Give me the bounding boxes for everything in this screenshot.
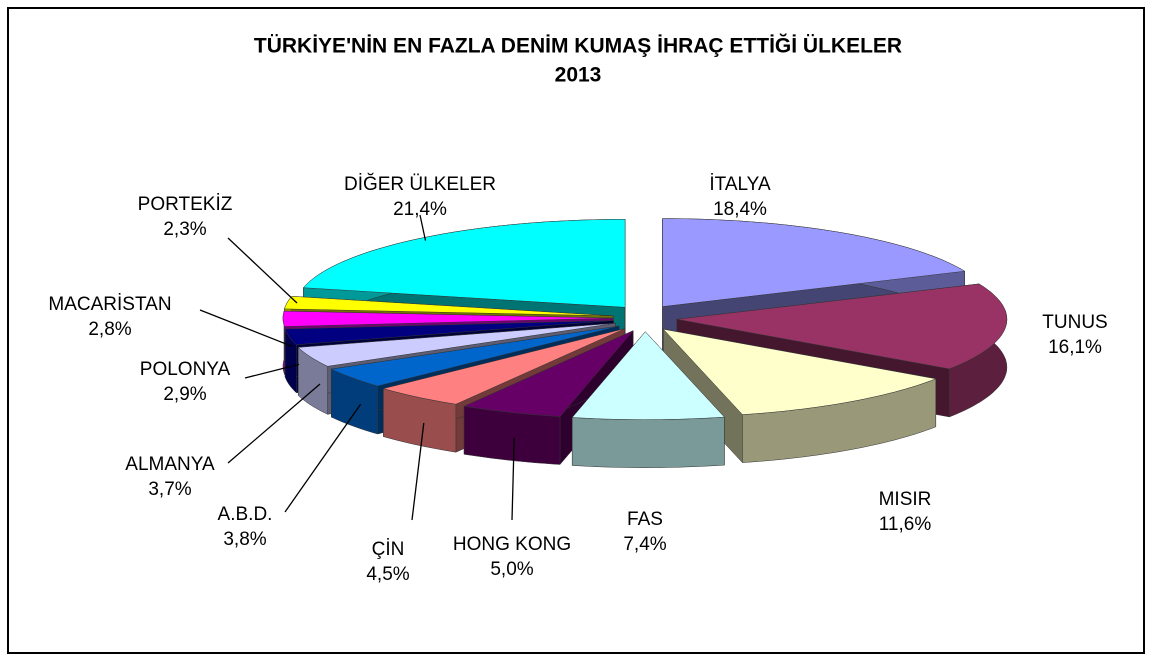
- slice-label: İTALYA: [709, 174, 771, 195]
- slice-top: [297, 322, 616, 367]
- slice-top: [302, 219, 626, 308]
- slice-value-label: 11,6%: [879, 514, 932, 535]
- pie-slice: [571, 331, 725, 468]
- slice-value-label: 4,5%: [366, 564, 409, 585]
- slice-label: MACARİSTAN: [48, 294, 171, 315]
- leader-line: [227, 383, 321, 464]
- slice-top: [282, 310, 614, 327]
- slice-label: DİĞER ÜLKELER: [344, 173, 496, 195]
- slice-value-label: 21,4%: [393, 199, 447, 220]
- slice-label: PORTEKİZ: [138, 194, 233, 215]
- leader-line: [419, 214, 427, 241]
- slice-rim: [571, 416, 725, 468]
- chart-title: TÜRKİYE'NİN EN FAZLA DENİM KUMAŞ İHRAÇ E…: [254, 34, 902, 58]
- slice-top: [284, 320, 614, 345]
- slice-label: FAS: [627, 509, 663, 530]
- slice-label: ALMANYA: [125, 454, 215, 475]
- slice-label: ÇİN: [372, 539, 405, 560]
- slice-value-label: 16,1%: [1048, 337, 1102, 358]
- slice-top: [662, 218, 966, 307]
- slice-top: [330, 325, 620, 387]
- slice-value-label: 7,4%: [623, 534, 666, 555]
- slice-value-label: 3,7%: [148, 479, 191, 500]
- slice-label: MISIR: [879, 489, 932, 510]
- slice-value-label: 2,8%: [88, 319, 131, 340]
- leader-line: [411, 422, 425, 521]
- slice-value-label: 3,8%: [223, 529, 266, 550]
- slice-top: [382, 328, 626, 405]
- slice-top: [662, 328, 937, 415]
- chart-subtitle: 2013: [555, 64, 602, 87]
- leader-line: [199, 309, 294, 348]
- slice-label: POLONYA: [140, 359, 231, 380]
- slice-top: [571, 331, 725, 420]
- slice-label: HONG KONG: [453, 534, 571, 555]
- slice-top: [676, 283, 1008, 370]
- slice-value-label: 2,9%: [163, 384, 206, 405]
- slice-value-label: 18,4%: [713, 199, 767, 220]
- slice-top: [463, 330, 634, 417]
- slice-value-label: 2,3%: [163, 219, 206, 240]
- leader-line: [511, 437, 515, 521]
- slice-value-label: 5,0%: [490, 559, 533, 580]
- slice-label: TUNUS: [1042, 312, 1107, 333]
- slice-label: A.B.D.: [218, 504, 273, 525]
- leader-line: [244, 363, 300, 379]
- leader-line: [284, 403, 362, 513]
- leader-line: [227, 237, 298, 304]
